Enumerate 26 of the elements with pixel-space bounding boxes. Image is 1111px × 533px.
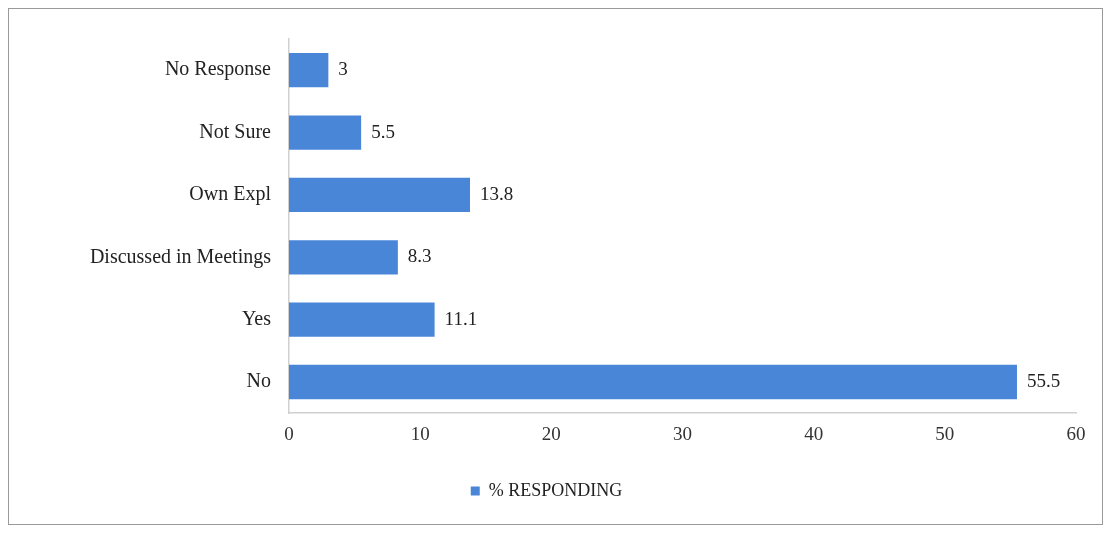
x-tick-label: 60	[1066, 422, 1086, 444]
legend-label: % RESPONDING	[488, 479, 623, 500]
x-tick-label: 0	[284, 422, 294, 444]
data-label: 5.5	[371, 120, 395, 142]
y-tick-label: No	[246, 369, 271, 392]
y-tick-label: Not Sure	[199, 119, 272, 142]
data-label: 13.8	[480, 182, 514, 204]
x-tick-label: 30	[673, 422, 692, 444]
bar	[289, 177, 471, 213]
data-label: 11.1	[444, 307, 478, 329]
y-tick-label: Discussed in Meetings	[89, 244, 272, 268]
data-label: 55.5	[1026, 370, 1061, 391]
x-tick-label: 10	[410, 422, 430, 444]
bar	[289, 53, 329, 88]
x-tick-label: 40	[804, 422, 824, 444]
data-label: 8.3	[407, 245, 432, 267]
bar	[289, 115, 362, 150]
bar	[289, 364, 1017, 400]
bar	[289, 240, 398, 275]
y-tick-label: No Response	[164, 57, 272, 81]
bar	[289, 302, 435, 337]
y-tick-label: Yes	[241, 306, 272, 329]
x-tick-label: 20	[541, 422, 561, 444]
data-label: 3	[338, 58, 348, 80]
y-tick-label: Own Expl	[189, 182, 272, 206]
x-tick-label: 50	[935, 422, 955, 444]
